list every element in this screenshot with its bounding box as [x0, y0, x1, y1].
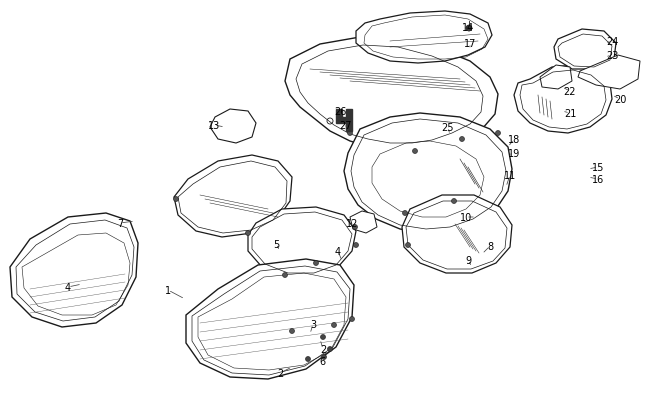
Polygon shape [356, 12, 492, 64]
Circle shape [495, 131, 500, 136]
Circle shape [354, 243, 359, 248]
Text: 7: 7 [117, 218, 123, 228]
Text: 4: 4 [65, 282, 71, 292]
Text: 12: 12 [346, 218, 358, 228]
Text: 1: 1 [165, 285, 171, 295]
Circle shape [413, 149, 417, 154]
Circle shape [328, 347, 333, 352]
Polygon shape [350, 211, 377, 233]
Circle shape [402, 211, 408, 216]
Circle shape [174, 197, 179, 202]
Circle shape [306, 357, 311, 362]
Circle shape [283, 273, 287, 278]
Text: 2: 2 [277, 368, 283, 378]
Text: 8: 8 [487, 241, 493, 252]
Circle shape [452, 199, 456, 204]
Polygon shape [285, 38, 498, 151]
Text: 24: 24 [606, 37, 618, 47]
Circle shape [332, 323, 337, 328]
Text: 14: 14 [462, 23, 474, 33]
Text: 3: 3 [310, 319, 316, 329]
Circle shape [460, 137, 465, 142]
Text: 2: 2 [320, 344, 326, 354]
Polygon shape [10, 213, 138, 327]
Circle shape [320, 335, 326, 340]
Text: 11: 11 [504, 171, 516, 181]
Text: 9: 9 [465, 256, 471, 265]
Polygon shape [344, 114, 512, 233]
Text: 13: 13 [208, 121, 220, 131]
Circle shape [246, 231, 250, 236]
Circle shape [322, 355, 326, 360]
Circle shape [348, 131, 352, 136]
Polygon shape [578, 56, 640, 90]
Polygon shape [540, 66, 572, 90]
Text: 25: 25 [442, 123, 454, 133]
Circle shape [406, 243, 411, 248]
Circle shape [352, 225, 358, 230]
Circle shape [289, 329, 294, 334]
Text: 18: 18 [508, 135, 520, 145]
Text: 16: 16 [592, 175, 604, 185]
Polygon shape [248, 207, 356, 277]
Text: 15: 15 [592, 162, 604, 173]
Polygon shape [514, 66, 612, 134]
Polygon shape [336, 110, 352, 132]
Text: 20: 20 [614, 95, 626, 105]
Text: 4: 4 [335, 246, 341, 256]
Text: 17: 17 [464, 39, 476, 49]
Text: 21: 21 [564, 109, 576, 119]
Text: 19: 19 [508, 149, 520, 159]
Circle shape [313, 261, 318, 266]
Text: 27: 27 [340, 121, 352, 131]
Text: 26: 26 [334, 107, 346, 117]
Polygon shape [402, 196, 512, 273]
Polygon shape [186, 259, 354, 379]
Circle shape [466, 26, 472, 32]
Polygon shape [554, 30, 616, 70]
Text: 6: 6 [319, 356, 325, 366]
Text: 23: 23 [606, 51, 618, 61]
Polygon shape [210, 110, 256, 144]
Circle shape [350, 317, 354, 322]
Text: 5: 5 [273, 239, 279, 249]
Polygon shape [174, 156, 292, 237]
Text: 22: 22 [564, 87, 577, 97]
Text: 10: 10 [460, 213, 472, 222]
